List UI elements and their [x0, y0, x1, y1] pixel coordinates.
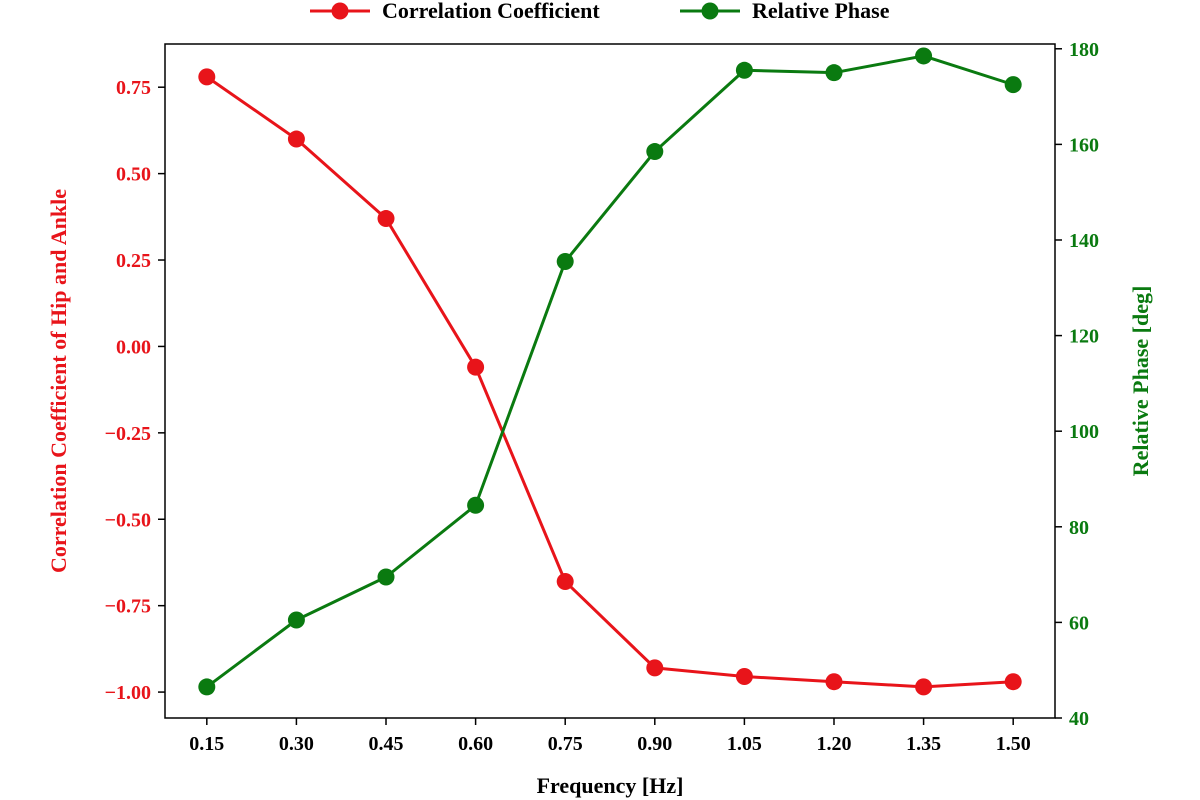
correlation-coefficient-point	[467, 358, 485, 376]
relative-phase-point	[646, 143, 664, 161]
correlation-coefficient-line	[205, 75, 1014, 689]
y-left-axis: −1.00 −0.75 −0.50 −0.25 0.00 0.25 0.50 0.75	[105, 77, 165, 704]
y-right-tick-label: 120	[1069, 326, 1099, 348]
y-left-axis-title: Correlation Coefficient of Hip and Ankle	[46, 189, 71, 573]
relative-phase-point	[915, 47, 933, 65]
correlation-coefficient-point	[735, 668, 753, 686]
correlation-coefficient-point	[825, 673, 843, 691]
x-tick-label: 0.15	[189, 733, 224, 755]
correlation-coefficient-point	[377, 210, 395, 228]
legend-swatch-marker	[331, 2, 349, 20]
x-tick-label: 1.50	[996, 733, 1031, 755]
y-right-axis: 40 60 80 100 120 140 160 180	[1055, 39, 1099, 730]
legend-label: Relative Phase	[752, 0, 890, 23]
correlation-coefficient-point	[646, 659, 664, 677]
relative-phase-point	[377, 568, 395, 586]
x-tick-label: 0.60	[458, 733, 493, 755]
y-right-tick-label: 160	[1069, 134, 1099, 156]
relative-phase-point	[1004, 76, 1022, 94]
x-tick-label: 0.75	[548, 733, 583, 755]
x-tick-label: 1.05	[727, 733, 762, 755]
y-left-tick-label: 0.00	[116, 336, 151, 358]
y-left-tick-label: −0.25	[105, 423, 151, 445]
x-tick-label: 1.20	[816, 733, 851, 755]
legend: Correlation Coefficient Relative Phase	[310, 0, 890, 23]
legend-label: Correlation Coefficient	[382, 0, 600, 23]
y-left-tick-label: 0.50	[116, 164, 151, 186]
x-tick-label: 1.35	[906, 733, 941, 755]
relative-phase-point	[556, 252, 574, 270]
plot-frame	[164, 43, 1056, 719]
y-left-tick-label: −0.50	[105, 509, 151, 531]
relative-phase-line	[205, 54, 1014, 689]
y-right-tick-label: 80	[1069, 517, 1089, 539]
legend-item-relative-phase: Relative Phase	[680, 0, 890, 23]
y-right-tick-label: 180	[1069, 39, 1099, 61]
correlation-coefficient-point	[198, 68, 216, 86]
y-right-axis-title: Relative Phase [deg]	[1128, 286, 1153, 477]
correlation-coefficient-point	[556, 572, 574, 590]
y-left-tick-label: 0.75	[116, 77, 151, 99]
relative-phase-point	[825, 64, 843, 82]
y-right-tick-label: 100	[1069, 421, 1099, 443]
correlation-coefficient-point	[287, 130, 305, 148]
y-right-tick-label: 40	[1069, 708, 1089, 730]
x-axis: 0.15 0.30 0.45 0.60 0.75 0.90 1.05 1.20 1.35 1.50	[189, 718, 1031, 755]
legend-item-correlation-coefficient: Correlation Coefficient	[310, 0, 600, 23]
y-left-tick-label: −0.75	[105, 596, 151, 618]
legend-swatch-marker	[701, 2, 719, 20]
y-left-tick-label: −1.00	[105, 682, 151, 704]
relative-phase-point	[467, 496, 485, 514]
y-right-tick-label: 60	[1069, 612, 1089, 634]
series-layer	[198, 47, 1022, 696]
y-right-tick-label: 140	[1069, 230, 1099, 252]
relative-phase-point	[735, 61, 753, 79]
x-axis-title: Frequency [Hz]	[537, 773, 684, 798]
relative-phase-point	[198, 678, 216, 696]
relative-phase-point	[287, 611, 305, 629]
x-tick-label: 0.90	[637, 733, 672, 755]
correlation-coefficient-point	[915, 678, 933, 696]
y-left-tick-label: 0.25	[116, 250, 151, 272]
x-tick-label: 0.30	[279, 733, 314, 755]
x-tick-label: 0.45	[369, 733, 404, 755]
correlation-coefficient-point	[1004, 673, 1022, 691]
